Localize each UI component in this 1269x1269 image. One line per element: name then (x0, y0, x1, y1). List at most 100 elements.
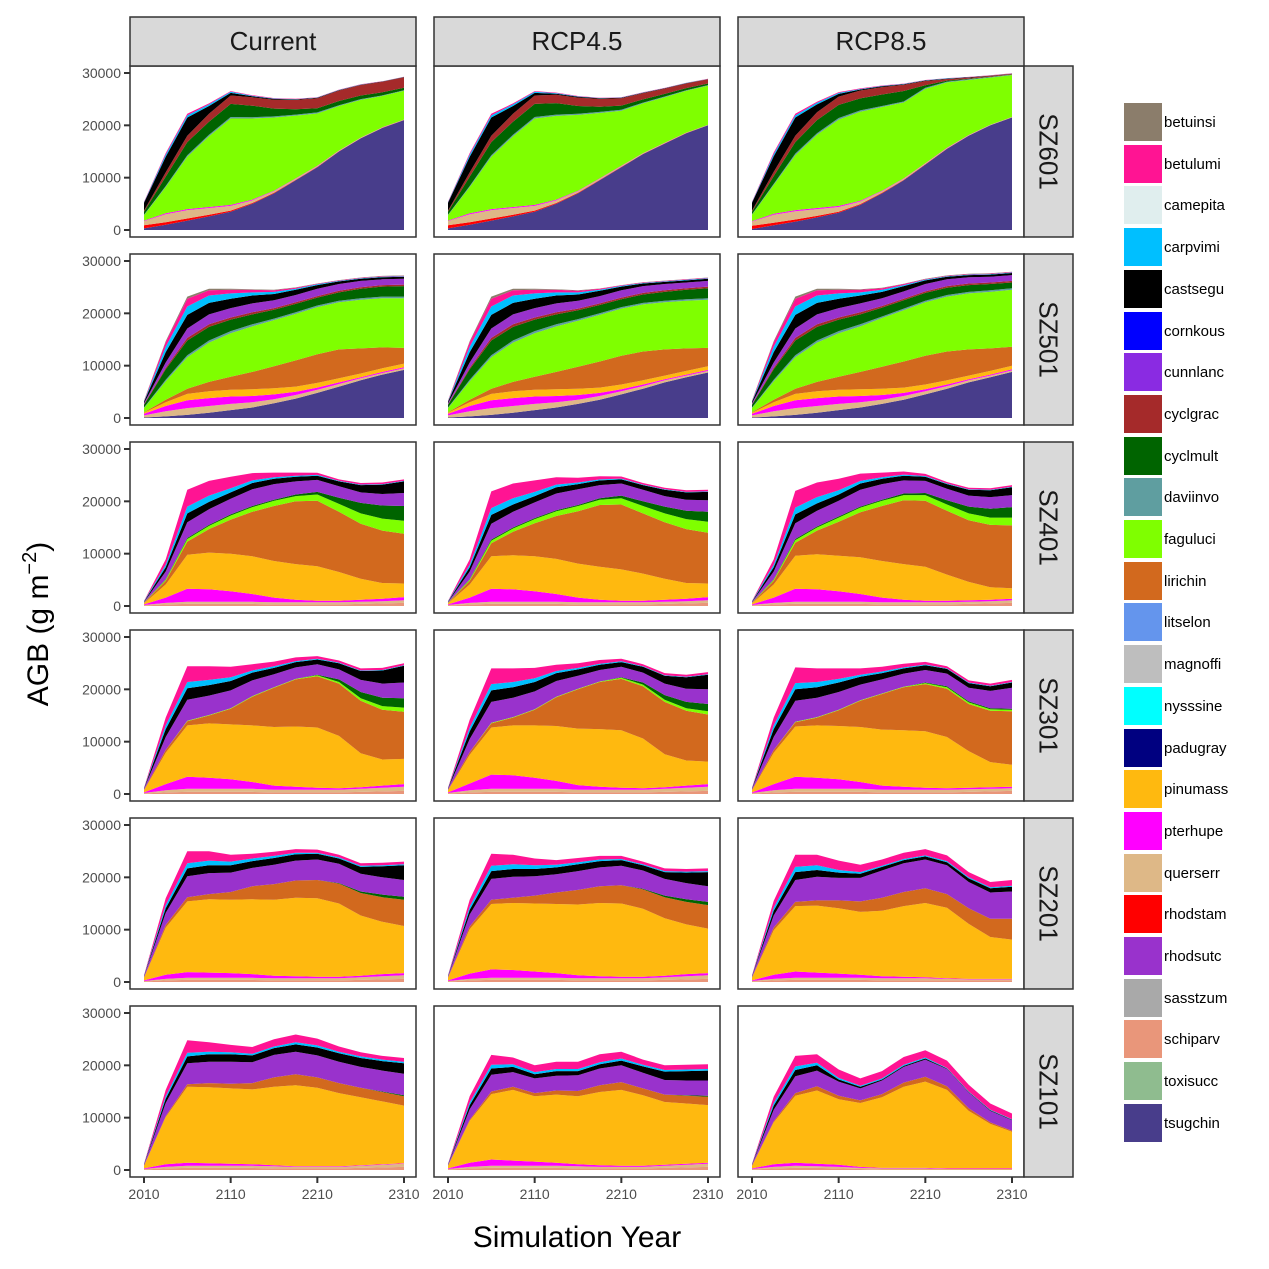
area-schiparv (144, 602, 404, 606)
area-pinumass (752, 725, 1012, 793)
legend-label: magnoffi (1164, 656, 1222, 674)
legend-swatch (1124, 645, 1162, 684)
legend-item-pinumass: pinumass (1124, 770, 1264, 809)
legend-swatch (1124, 103, 1162, 141)
panel-border (129, 817, 417, 990)
area-faguluci (144, 298, 404, 413)
y-tick-label: 30000 (82, 1005, 121, 1021)
area-betulumi (752, 1050, 1012, 1164)
area-rhodsutc (752, 670, 1012, 790)
y-tick-label: 0 (113, 410, 121, 426)
panel-border (129, 441, 417, 614)
area-lirichin (448, 885, 708, 978)
panel-SZ401-RCP4.5 (433, 441, 721, 614)
area-castsegu (752, 475, 1012, 603)
column-strip-label: Current (230, 26, 317, 56)
area-pterhupe (448, 588, 708, 605)
area-schiparv (448, 790, 708, 794)
y-axis-title: AGB (g m−2) (19, 542, 55, 707)
area-castsegu (144, 77, 404, 211)
y-tick-label: 20000 (82, 681, 121, 697)
area-rhodsutc (752, 859, 1012, 978)
area-querserr (144, 368, 404, 418)
panel-border (129, 253, 417, 426)
legend-label: litselon (1164, 614, 1211, 632)
area-tsugchin (752, 117, 1012, 230)
panel-border (433, 441, 721, 614)
legend-swatch (1124, 895, 1162, 934)
area-lirichin (144, 347, 404, 413)
area-daviinvo (448, 298, 708, 409)
legend-item-camepita: camepita (1124, 186, 1264, 225)
x-axis-title: Simulation Year (473, 1221, 681, 1254)
area-castsegu (448, 278, 708, 404)
area-pterhupe (144, 588, 404, 605)
panel-SZ601-RCP4.5 (433, 65, 721, 238)
legend-label: schiparv (1164, 1031, 1220, 1049)
row-strip-label: SZ201 (1034, 865, 1064, 942)
area-rhodsutc (752, 480, 1012, 603)
panel-SZ401-RCP8.5 (737, 441, 1025, 614)
area-pinumass (144, 363, 404, 414)
y-tick-label: 30000 (82, 817, 121, 833)
area-rhodsutc (752, 1059, 1012, 1166)
panel-border (129, 629, 417, 802)
x-tick-label: 2210 (302, 1186, 333, 1202)
area-cyclmult (448, 83, 708, 215)
area-pterhupe (752, 776, 1012, 793)
y-tick-label: 20000 (82, 493, 121, 509)
y-tick-label: 30000 (82, 629, 121, 645)
y-tick-label: 10000 (82, 546, 121, 562)
area-querserr (448, 1163, 708, 1170)
area-pterhupe (448, 369, 708, 416)
area-lirichin (752, 1076, 1012, 1166)
area-rhodsutc (752, 275, 1012, 405)
area-betulumi (144, 656, 404, 788)
column-strip-label: RCP8.5 (835, 26, 926, 56)
area-querserr (448, 370, 708, 418)
area-schiparv (448, 602, 708, 606)
area-querserr (448, 600, 708, 606)
area-schiparv (144, 790, 404, 794)
legend-item-pterhupe: pterhupe (1124, 811, 1264, 850)
legend-swatch (1124, 1020, 1162, 1059)
x-tick-label: 2310 (996, 1186, 1027, 1202)
area-castsegu (144, 659, 404, 789)
area-pinumass (144, 1085, 404, 1169)
panel-SZ301-Current (129, 629, 417, 802)
legend-item-cunnlanc: cunnlanc (1124, 353, 1264, 392)
panel-SZ201-RCP8.5 (737, 817, 1025, 990)
legend-swatch (1124, 811, 1162, 850)
legend-swatch (1124, 394, 1162, 433)
area-castsegu (752, 273, 1012, 404)
panel-SZ501-Current (129, 253, 417, 426)
axes: 0 10000 20000 30000 0 10000 20000 30000 0 10000 20… (82, 65, 1028, 1202)
area-pinumass (448, 903, 708, 981)
area-lirichin (448, 678, 708, 791)
x-tick-label: 2110 (520, 1186, 550, 1202)
legend-label: sasstzum (1164, 989, 1228, 1007)
y-tick-label: 0 (113, 786, 121, 802)
area-daviinvo (144, 296, 404, 409)
legend-label: castsegu (1164, 280, 1225, 298)
panel-SZ501-RCP4.5 (433, 253, 721, 426)
area-pterhupe (144, 776, 404, 793)
area-rhodsutc (448, 280, 708, 405)
legend-swatch (1124, 1103, 1162, 1142)
area-querserr (752, 370, 1012, 418)
x-tick-label: 2210 (910, 1186, 941, 1202)
legend-label: querserr (1164, 864, 1220, 882)
area-cyclmult (144, 286, 404, 408)
legend-item-rhodsutc: rhodsutc (1124, 937, 1264, 975)
legend-swatch (1124, 853, 1162, 892)
panel-SZ101-RCP4.5 (433, 1005, 721, 1178)
area-cyclmult (752, 74, 1012, 215)
y-tick-label: 10000 (82, 170, 121, 186)
y-tick-label: 20000 (82, 869, 121, 885)
area-castsegu (752, 665, 1012, 789)
legend-label: tsugchin (1164, 1114, 1220, 1132)
legend-swatch (1124, 728, 1162, 767)
legend-item-padugray: padugray (1124, 728, 1264, 767)
area-querserr (752, 788, 1012, 794)
